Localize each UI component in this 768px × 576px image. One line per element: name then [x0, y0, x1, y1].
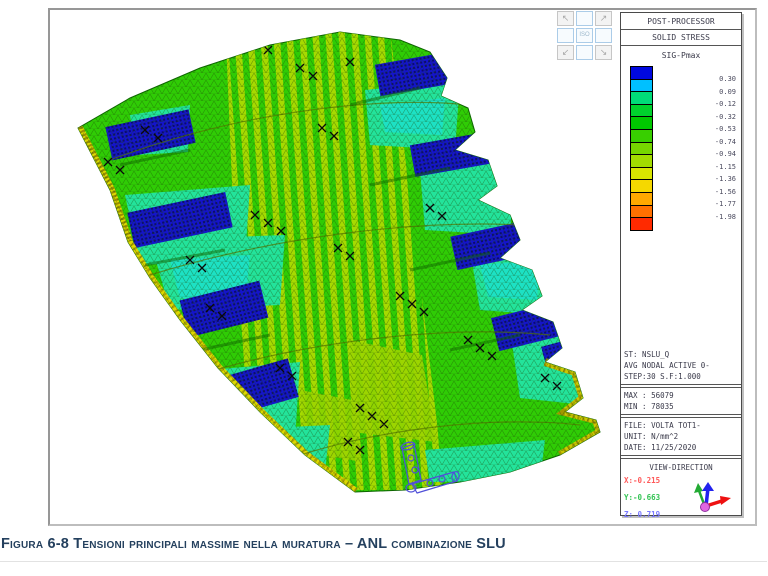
post-processor-panel: POST-PROCESSOR SOLID STRESS SIG-Pmax 0.3… [620, 12, 742, 519]
legend-scale-value: -1.36 [714, 175, 736, 184]
file-info: FILE: VOLTA TOT1- UNIT: N/mm^2 DATE: 11/25… [621, 420, 741, 453]
info-line: AVG NODAL ACTIVE 0- [624, 361, 710, 370]
view-direction-block: X:-0.215 Y:-0.663 Z: 0.719 [621, 472, 741, 540]
stress-component-label: SIG-Pmax [661, 51, 701, 60]
view-button-s[interactable] [576, 45, 593, 60]
color-scale-values: 0.30 0.09 -0.12 -0.32 -0.53 -0.74 -0.94 -1.15 -1… [653, 66, 736, 231]
legend-color-box [631, 130, 652, 143]
legend-scale-value: -1.98 [714, 213, 736, 222]
legend-color-box [631, 155, 652, 168]
legend-scale-value: -1.56 [714, 187, 736, 196]
view-direction-z: Z: 0.719 [624, 510, 661, 519]
legend-color-box [631, 117, 652, 131]
info-line: STEP:30 S.F:1.000 [624, 372, 701, 381]
legend-color-box [631, 79, 652, 93]
view-button-se[interactable]: ↘ [595, 45, 612, 60]
analysis-info: ST: NSLU_Q AVG NODAL ACTIVE 0- STEP:30 S.F… [621, 349, 741, 382]
legend-scale-value: 0.09 [719, 87, 736, 96]
origin-axes-icon [400, 441, 460, 494]
legend-color-box [631, 167, 652, 181]
view-button-w[interactable] [557, 28, 574, 43]
legend-scale-value: -0.32 [714, 112, 736, 121]
color-scale: 0.30 0.09 -0.12 -0.32 -0.53 -0.74 -0.94 -1.15 -1… [621, 64, 741, 231]
max-value-line: MAX : 56079 [624, 391, 674, 400]
view-direction-y: Y:-0.663 [624, 493, 661, 502]
view-button-ne[interactable]: ↗ [595, 11, 612, 26]
min-value-line: MIN : 78035 [624, 402, 674, 411]
legend-scale-value: -0.53 [714, 125, 736, 134]
fem-mesh-viewport[interactable] [50, 10, 620, 522]
legend-color-box [631, 193, 652, 206]
legend-color-box [631, 142, 652, 156]
axes-triad-icon [694, 482, 731, 512]
color-scale-boxes [630, 66, 653, 231]
view-button-n[interactable] [576, 11, 593, 26]
legend-color-box [631, 104, 652, 118]
view-button-e[interactable] [595, 28, 612, 43]
info-line: FILE: VOLTA TOT1- [624, 421, 701, 430]
figure-frame: ↖ ↗ ISO ↙ ↘ POST-PROCESSOR SOLID STRESS SIG-… [48, 8, 757, 526]
legend-scale-value: -1.15 [714, 162, 736, 171]
view-button-sw[interactable]: ↙ [557, 45, 574, 60]
mesh-texture [78, 32, 600, 492]
legend-scale-value: 0.30 [719, 75, 736, 83]
legend-color-box [631, 67, 652, 80]
panel-title: POST-PROCESSOR [621, 13, 741, 30]
info-line: ST: NSLU_Q [624, 350, 670, 359]
view-buttons-grid: ↖ ↗ ISO ↙ ↘ [557, 11, 612, 60]
legend-color-box [631, 205, 652, 219]
panel-subtitle: SOLID STRESS [621, 30, 741, 46]
legend-scale-value: -1.77 [714, 200, 736, 209]
legend-scale-value: -0.12 [714, 100, 736, 109]
view-button-iso[interactable]: ISO [576, 28, 593, 43]
legend-color-box [631, 218, 652, 230]
figure-caption: Figura 6-8 Tensioni principali massime n… [0, 533, 767, 562]
info-line: DATE: 11/25/2020 [624, 443, 697, 452]
view-direction-title: VIEW-DIRECTION [649, 463, 713, 472]
legend-color-box [631, 180, 652, 194]
view-direction-x: X:-0.215 [624, 476, 661, 485]
view-button-nw[interactable]: ↖ [557, 11, 574, 26]
info-line: UNIT: N/mm^2 [624, 432, 679, 441]
legend-scale-value: -0.74 [714, 137, 736, 146]
legend-color-box [631, 92, 652, 105]
legend-scale-value: -0.94 [714, 150, 736, 159]
